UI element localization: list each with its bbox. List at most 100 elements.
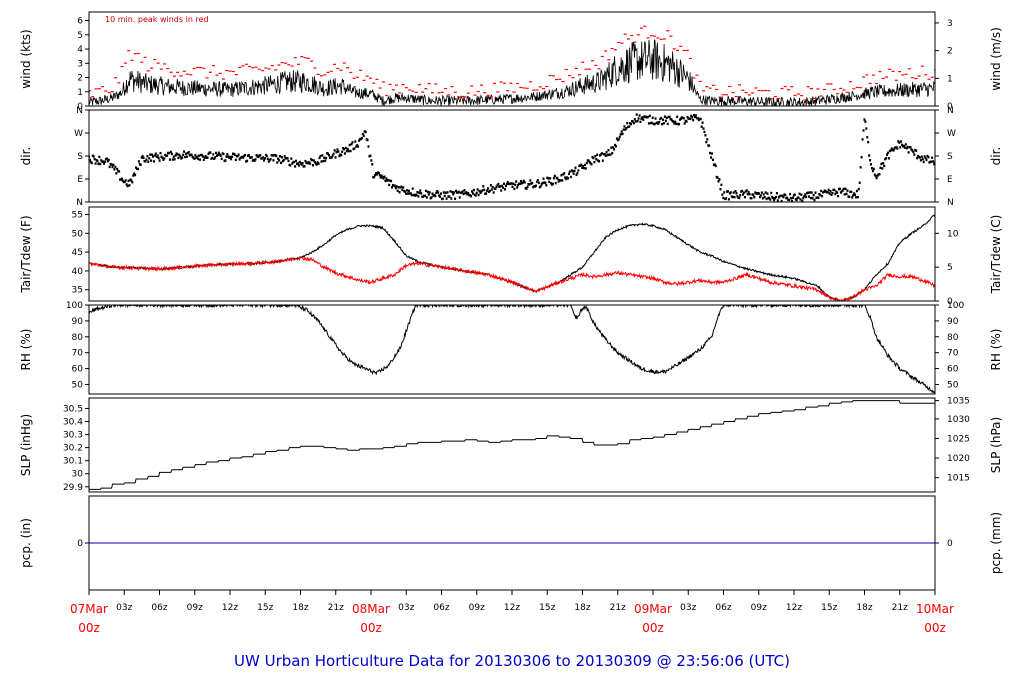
point-dir <box>874 174 877 178</box>
point-dir <box>584 167 587 170</box>
x-tick-label: 18z <box>292 603 308 613</box>
x-tick-label: 12z <box>786 603 802 613</box>
point-wind <box>898 71 902 73</box>
point-dir <box>439 195 442 198</box>
point-dir <box>871 169 874 173</box>
point-dir <box>246 159 249 163</box>
point-dir <box>112 163 115 167</box>
point-dir <box>713 163 716 166</box>
point-dir <box>633 118 636 121</box>
point-dir <box>727 198 730 201</box>
point-dir <box>118 170 121 173</box>
point-wind <box>300 55 304 58</box>
point-wind <box>558 78 562 80</box>
point-wind <box>672 48 676 50</box>
point-dir <box>146 155 149 158</box>
point-dir <box>279 154 282 158</box>
point-dir <box>635 113 638 116</box>
point-dir <box>576 172 579 175</box>
point-dir <box>106 159 109 163</box>
point-dir <box>462 192 465 196</box>
point-dir <box>845 192 848 196</box>
point-dir <box>634 120 637 123</box>
y-tick-label: W <box>74 129 83 139</box>
point-dir <box>276 161 279 164</box>
point-dir <box>140 156 143 159</box>
point-dir <box>702 127 705 130</box>
point-dir <box>357 145 360 148</box>
point-wind <box>793 94 797 96</box>
point-dir <box>516 186 519 189</box>
point-dir <box>592 156 595 160</box>
point-dir <box>346 147 349 151</box>
point-wind <box>479 84 483 86</box>
point-dir <box>257 155 260 159</box>
point-dir <box>706 138 709 141</box>
point-dir <box>862 129 865 132</box>
point-dir <box>690 114 693 118</box>
point-dir <box>337 150 340 153</box>
point-dir <box>594 155 597 158</box>
point-dir <box>454 197 457 200</box>
point-dir <box>148 157 151 160</box>
point-dir <box>219 154 222 157</box>
point-dir <box>366 138 369 142</box>
point-wind <box>734 95 738 98</box>
point-dir <box>335 150 338 154</box>
x-tick-label: 09z <box>187 603 203 613</box>
point-wind <box>156 62 160 64</box>
point-dir <box>321 154 324 157</box>
point-dir <box>557 180 560 183</box>
point-wind <box>277 64 281 66</box>
point-dir <box>316 161 319 164</box>
point-dir <box>166 154 169 157</box>
point-wind <box>460 95 464 98</box>
point-wind <box>499 81 503 83</box>
point-dir <box>312 159 315 162</box>
point-dir <box>907 151 910 154</box>
point-dir <box>537 181 540 185</box>
point-dir <box>801 199 804 202</box>
point-dir <box>653 123 656 126</box>
point-dir <box>187 151 190 154</box>
point-dir <box>927 155 930 159</box>
point-dir <box>492 191 495 194</box>
point-dir <box>622 128 625 131</box>
point-dir <box>875 176 878 180</box>
point-dir <box>773 198 776 202</box>
point-dir <box>466 193 469 196</box>
point-dir <box>465 191 468 194</box>
point-wind <box>398 92 402 94</box>
y-tick-label: 80 <box>72 333 84 343</box>
point-dir <box>99 162 102 166</box>
y-axis-label-right: Tair/Tdew (C) <box>989 215 1003 295</box>
point-wind <box>127 50 131 52</box>
x-tick-label: 18z <box>574 603 590 613</box>
point-wind <box>404 87 408 89</box>
point-dir <box>758 195 761 199</box>
point-dir <box>657 122 660 125</box>
point-dir <box>750 197 753 200</box>
point-wind <box>143 56 147 58</box>
point-dir <box>641 116 644 119</box>
point-wind <box>907 68 911 70</box>
point-dir <box>922 160 925 164</box>
point-dir <box>289 164 292 167</box>
point-dir <box>654 117 657 120</box>
point-dir <box>407 189 410 193</box>
point-wind <box>208 71 212 73</box>
point-dir <box>504 184 507 188</box>
point-wind <box>430 92 434 94</box>
point-wind <box>199 66 203 69</box>
point-dir <box>488 189 491 193</box>
point-dir <box>692 118 695 122</box>
point-dir <box>393 184 396 187</box>
point-wind <box>917 75 921 77</box>
point-dir <box>726 190 729 193</box>
point-dir <box>596 153 599 156</box>
point-dir <box>561 179 564 182</box>
point-dir <box>185 155 188 158</box>
point-dir <box>803 195 806 198</box>
point-wind <box>421 91 425 93</box>
point-dir <box>353 147 356 150</box>
